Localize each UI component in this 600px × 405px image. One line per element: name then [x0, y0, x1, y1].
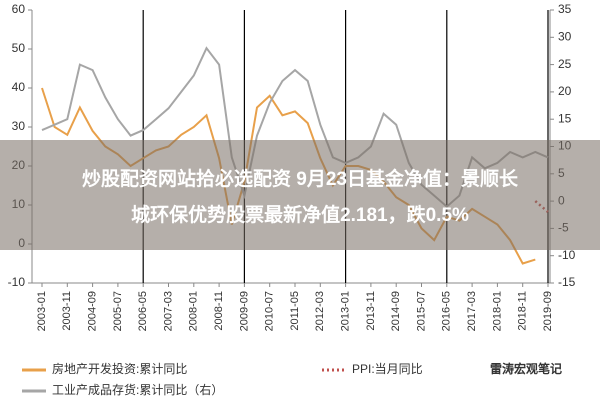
x-tick-label: 2004-09	[87, 291, 99, 331]
y-tick-label: 50	[12, 41, 26, 55]
watermark: 雷涛宏观笔记	[490, 361, 562, 376]
y2-tick-label: 20	[558, 84, 572, 98]
x-tick-label: 2013-01	[340, 291, 352, 331]
x-tick-label: 2010-07	[264, 291, 276, 331]
x-tick-label: 2014-09	[390, 291, 402, 331]
y2-tick-label: 15	[558, 111, 572, 125]
banner-band	[0, 140, 600, 250]
x-tick-label: 2013-11	[365, 291, 377, 331]
y-tick-label: 60	[12, 2, 26, 16]
y-tick-label: 40	[12, 80, 26, 94]
x-tick-label: 2017-03	[466, 291, 478, 331]
y-tick-label: 30	[12, 119, 26, 133]
banner-text: 城环保优势股票最新净值2.181，跌0.5%	[131, 203, 469, 226]
legend-label: 房地产开发投资:累计同比	[52, 361, 187, 376]
x-tick-label: 2006-05	[137, 291, 149, 331]
x-tick-label: 2015-07	[415, 291, 427, 331]
y2-tick-label: -15	[558, 275, 576, 289]
x-tick-label: 2019-09	[542, 291, 554, 331]
x-tick-label: 2003-01	[36, 291, 48, 331]
x-tick-label: 2005-07	[112, 291, 124, 331]
x-tick-label: 2012-03	[314, 291, 326, 331]
y2-tick-label: -10	[558, 248, 576, 262]
x-tick-label: 2009-09	[238, 291, 250, 331]
x-tick-label: 2008-01	[188, 291, 200, 331]
x-tick-label: 2016-05	[441, 291, 453, 331]
x-tick-label: 2007-03	[162, 291, 174, 331]
y2-tick-label: 30	[558, 29, 572, 43]
y2-tick-label: 35	[558, 2, 572, 16]
legend-label: PPI:当月同比	[352, 362, 423, 376]
x-tick-label: 2008-11	[213, 291, 225, 331]
x-tick-label: 2003-11	[61, 291, 73, 331]
legend-label: 工业产成品存货:累计同比（右）	[52, 382, 223, 397]
x-tick-label: 2018-11	[517, 291, 529, 331]
x-tick-label: 2011-05	[289, 291, 301, 331]
banner-text: 炒股配资网站拾必选配资 9月23日基金净值：景顺长	[82, 167, 519, 190]
y2-tick-label: 25	[558, 57, 572, 71]
y-tick-label: -10	[8, 275, 26, 289]
x-tick-label: 2018-01	[491, 291, 503, 331]
